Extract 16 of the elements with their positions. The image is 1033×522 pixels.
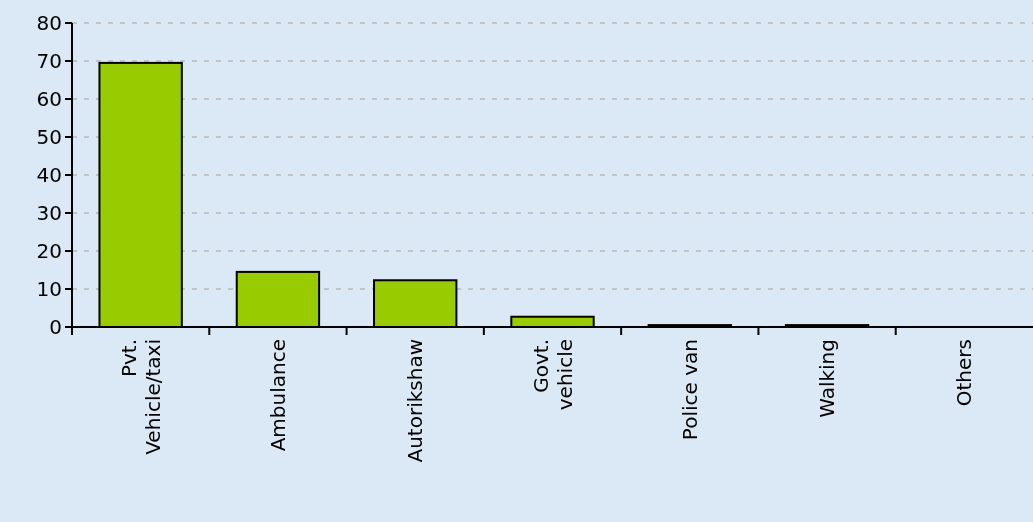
x-tick-label: Pvt. Vehicle/taxi (116, 339, 165, 455)
y-tick-label: 40 (36, 163, 62, 187)
y-tick-label: 80 (36, 11, 62, 35)
x-tick-label: Others (952, 339, 977, 407)
x-tick-label: Ambulance (265, 339, 290, 452)
x-tick-label: Autorikshaw (403, 339, 428, 463)
y-tick-label: 10 (36, 277, 62, 301)
y-tick-label: 60 (36, 87, 62, 111)
y-tick-label: 0 (49, 315, 62, 339)
x-tick-label: Walking (815, 339, 840, 418)
x-tick-label: Govt. vehicle (528, 339, 577, 411)
y-tick-label: 70 (36, 49, 62, 73)
y-tick-label: 50 (36, 125, 62, 149)
y-tick-label: 20 (36, 239, 62, 263)
y-tick-label: 30 (36, 201, 62, 225)
x-tick-label: Police van (677, 339, 702, 441)
